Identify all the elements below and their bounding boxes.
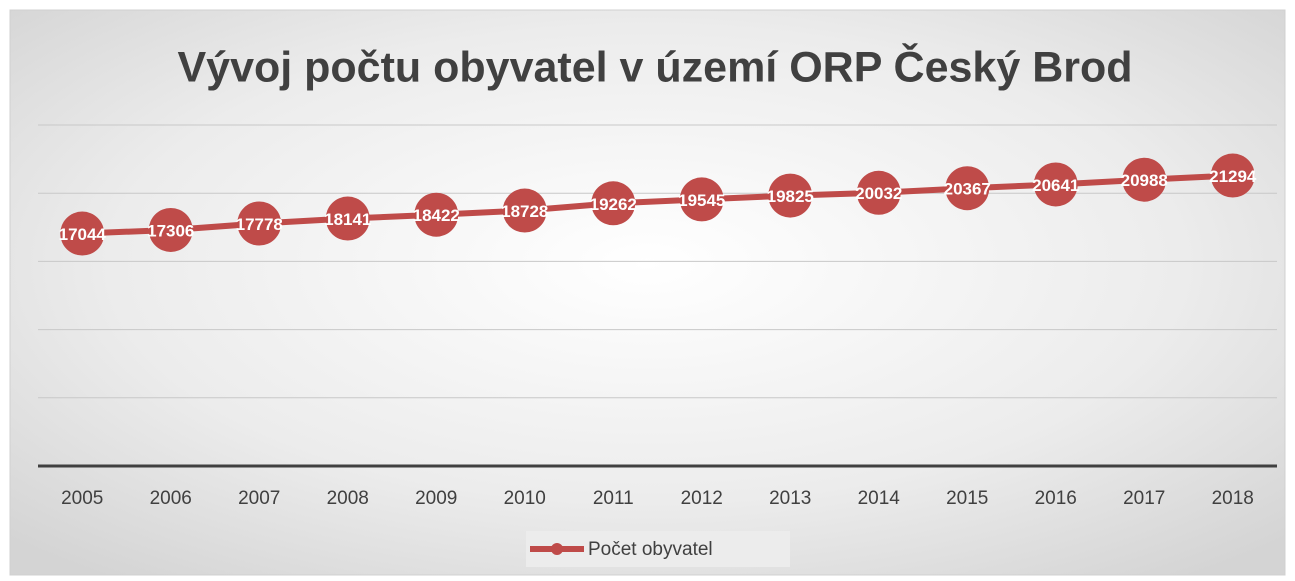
data-label: 18422: [413, 206, 460, 225]
data-label: 19825: [767, 187, 814, 206]
x-tick-label: 2015: [946, 488, 988, 509]
marker: [148, 207, 193, 252]
x-tick-label: 2012: [681, 488, 723, 509]
chart-background: [9, 9, 1286, 576]
data-label: 20988: [1121, 171, 1168, 190]
x-tick-label: 2016: [1035, 488, 1077, 509]
marker: [414, 192, 459, 237]
x-tick-label: 2009: [415, 488, 457, 509]
x-tick-label: 2014: [858, 488, 901, 509]
marker: [237, 201, 282, 246]
marker: [679, 177, 724, 222]
data-label: 20641: [1032, 176, 1079, 195]
marker: [60, 211, 105, 256]
data-label: 20032: [855, 184, 902, 203]
marker: [1122, 157, 1167, 202]
marker: [1033, 162, 1078, 207]
data-label: 19262: [590, 195, 637, 214]
x-tick-label: 2008: [327, 488, 369, 509]
marker: [325, 196, 370, 241]
x-tick-label: 2018: [1212, 488, 1254, 509]
data-label: 17778: [236, 215, 283, 234]
x-tick-label: 2005: [61, 488, 103, 509]
legend-label: Počet obyvatel: [588, 539, 713, 560]
x-tick-label: 2011: [593, 488, 634, 509]
data-label: 18728: [501, 202, 548, 221]
data-label: 18141: [324, 210, 371, 229]
chart-title: Vývoj počtu obyvatel v území ORP Český B…: [177, 42, 1132, 91]
x-tick-label: 2010: [504, 488, 546, 509]
data-label: 20367: [944, 180, 991, 199]
data-label: 21294: [1209, 167, 1257, 186]
data-label: 19545: [678, 191, 725, 210]
marker: [1210, 153, 1255, 198]
data-label: 17044: [59, 225, 107, 244]
x-tick-label: 2006: [150, 488, 192, 509]
marker: [768, 173, 813, 218]
marker: [856, 170, 901, 215]
marker: [591, 181, 636, 226]
x-tick-label: 2007: [238, 488, 280, 509]
marker: [945, 166, 990, 211]
legend-marker: [551, 543, 563, 555]
x-tick-label: 2017: [1123, 488, 1165, 509]
data-label: 17306: [147, 221, 194, 240]
marker: [502, 188, 547, 233]
x-tick-label: 2013: [769, 488, 811, 509]
